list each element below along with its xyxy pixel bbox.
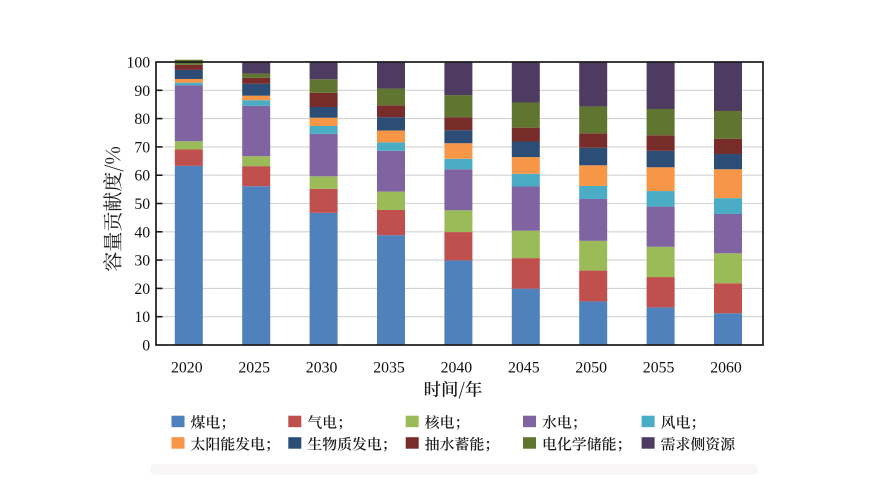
svg-text:70: 70 <box>134 139 150 156</box>
svg-text:2050: 2050 <box>575 360 607 377</box>
svg-text:2055: 2055 <box>643 360 675 377</box>
svg-text:30: 30 <box>134 253 150 270</box>
svg-text:80: 80 <box>134 111 150 128</box>
svg-text:40: 40 <box>134 224 150 241</box>
svg-text:2030: 2030 <box>306 360 338 377</box>
svg-text:2060: 2060 <box>710 360 742 377</box>
svg-text:2020: 2020 <box>171 360 203 377</box>
svg-text:20: 20 <box>134 281 150 298</box>
svg-text:100: 100 <box>126 55 150 72</box>
svg-text:2040: 2040 <box>441 360 473 377</box>
svg-text:60: 60 <box>134 168 150 185</box>
svg-text:50: 50 <box>134 196 150 213</box>
svg-text:2045: 2045 <box>508 360 540 377</box>
svg-text:90: 90 <box>134 83 150 100</box>
svg-text:0: 0 <box>142 338 150 355</box>
svg-text:10: 10 <box>134 309 150 326</box>
svg-text:2035: 2035 <box>373 360 405 377</box>
svg-text:2025: 2025 <box>238 360 270 377</box>
